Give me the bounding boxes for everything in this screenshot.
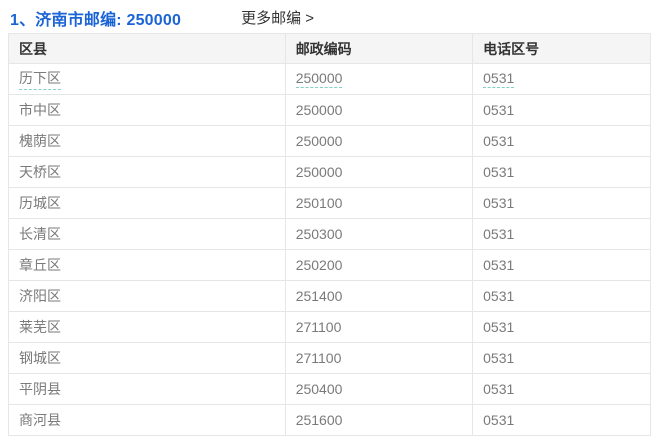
area-code-value: 0531 (483, 132, 515, 149)
district-value: 平阴县 (19, 380, 61, 397)
district-cell: 天桥区 (8, 156, 286, 188)
table-row: 市中区 250000 0531 (8, 94, 651, 126)
district-cell: 商河县 (8, 404, 286, 436)
district-cell: 莱芜区 (8, 311, 286, 343)
postal-code-value: 271100 (295, 349, 342, 366)
area-code-cell: 0531 (472, 311, 651, 343)
table-row: 章丘区 250200 0531 (8, 249, 651, 281)
district-value: 商河县 (19, 411, 61, 428)
postal-code-cell: 271100 (284, 311, 474, 343)
postal-code-cell: 250300 (284, 218, 474, 250)
area-code-value: 0531 (483, 163, 515, 180)
area-code-cell: 0531 (472, 187, 651, 219)
more-postal-codes-link[interactable]: 更多邮编 > (241, 10, 315, 27)
district-value: 莱芜区 (19, 318, 61, 335)
postal-code-value: 250000 (295, 132, 343, 149)
district-cell: 市中区 (8, 94, 286, 126)
district-value: 长清区 (19, 225, 61, 242)
area-code-cell: 0531 (472, 156, 651, 188)
postal-code-cell: 250200 (284, 249, 474, 281)
area-code-cell: 0531 (472, 63, 651, 95)
title-bar: 1、济南市邮编: 250000 更多邮编 > (0, 0, 658, 33)
area-code-cell: 0531 (472, 373, 651, 405)
postal-code-cell: 250000 (284, 156, 474, 188)
postal-code-value: 251600 (295, 411, 343, 428)
table-row: 平阴县 250400 0531 (8, 373, 651, 405)
district-value[interactable]: 历下区 (19, 68, 61, 90)
postal-code-cell: 250000 (284, 63, 474, 95)
table-header-row: 区县 邮政编码 电话区号 (8, 33, 651, 64)
postal-code-value: 251400 (295, 287, 343, 304)
area-code-value: 0531 (483, 287, 515, 304)
district-value: 市中区 (19, 101, 61, 118)
postal-code-value: 250300 (295, 225, 343, 242)
table-row: 济阳区 251400 0531 (8, 280, 651, 312)
postal-code-cell: 251600 (284, 404, 474, 436)
area-code-cell: 0531 (472, 280, 651, 312)
area-code-value: 0531 (483, 411, 515, 428)
postal-code-cell: 250000 (284, 94, 474, 126)
postal-code-value: 250000 (295, 163, 343, 180)
district-cell: 槐荫区 (8, 125, 286, 157)
postal-code-value: 271100 (295, 318, 342, 335)
district-value: 天桥区 (19, 163, 61, 180)
district-cell: 钢城区 (8, 342, 286, 374)
area-code-cell: 0531 (472, 342, 651, 374)
area-code-cell: 0531 (472, 249, 651, 281)
postal-code-cell: 251400 (284, 280, 474, 312)
postal-code-cell: 250400 (284, 373, 474, 405)
area-code-cell: 0531 (472, 125, 651, 157)
district-value: 章丘区 (19, 256, 61, 273)
postal-code-cell: 250000 (284, 125, 474, 157)
table-row: 历下区 250000 0531 (8, 63, 651, 95)
area-code-cell: 0531 (472, 404, 651, 436)
district-value: 钢城区 (19, 349, 61, 366)
postal-code-value[interactable]: 250000 (295, 70, 343, 88)
area-code-value: 0531 (483, 194, 515, 211)
district-cell: 章丘区 (8, 249, 286, 281)
area-code-cell: 0531 (472, 218, 651, 250)
table-row: 天桥区 250000 0531 (8, 156, 651, 188)
postal-code-value: 250100 (295, 194, 343, 211)
table-body: 历下区 250000 0531 市中区 250000 0531 槐荫区 (8, 63, 651, 436)
table-row: 莱芜区 271100 0531 (8, 311, 651, 343)
page-title: 1、济南市邮编: 250000 (10, 11, 182, 29)
district-cell: 历下区 (8, 63, 286, 95)
postal-code-cell: 250100 (284, 187, 474, 219)
postal-code-cell: 271100 (284, 342, 474, 374)
column-header-district: 区县 (8, 33, 286, 64)
area-code-value: 0531 (483, 225, 515, 242)
postal-code-value: 250000 (295, 101, 343, 118)
area-code-value: 0531 (483, 256, 515, 273)
postal-code-table: 区县 邮政编码 电话区号 历下区 250000 0531 市中区 250000 (8, 33, 651, 436)
column-header-postal-code: 邮政编码 (284, 33, 474, 64)
area-code-value[interactable]: 0531 (483, 70, 515, 88)
area-code-value: 0531 (483, 380, 515, 397)
table-row: 长清区 250300 0531 (8, 218, 651, 250)
area-code-value: 0531 (483, 101, 515, 118)
table-row: 槐荫区 250000 0531 (8, 125, 651, 157)
district-value: 槐荫区 (19, 132, 61, 149)
district-cell: 济阳区 (8, 280, 286, 312)
district-cell: 平阴县 (8, 373, 286, 405)
area-code-cell: 0531 (472, 94, 651, 126)
table-row: 历城区 250100 0531 (8, 187, 651, 219)
district-value: 济阳区 (19, 287, 61, 304)
table-row: 钢城区 271100 0531 (8, 342, 651, 374)
district-value: 历城区 (19, 194, 61, 211)
area-code-value: 0531 (483, 318, 515, 335)
district-cell: 长清区 (8, 218, 286, 250)
area-code-value: 0531 (483, 349, 515, 366)
column-header-area-code: 电话区号 (472, 33, 651, 64)
table-row: 商河县 251600 0531 (8, 404, 651, 436)
postal-code-value: 250400 (295, 380, 343, 397)
postal-code-value: 250200 (295, 256, 343, 273)
district-cell: 历城区 (8, 187, 286, 219)
